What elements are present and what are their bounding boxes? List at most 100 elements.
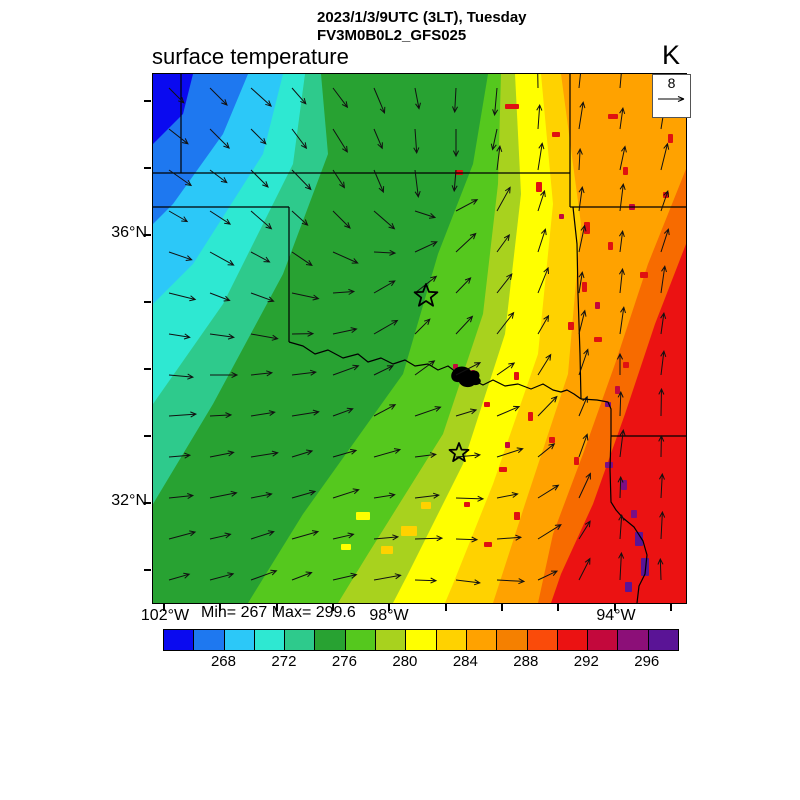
temperature-map xyxy=(152,73,687,604)
wind-arrow xyxy=(250,569,278,581)
wind-arrow xyxy=(373,404,397,417)
colorbar-tick-label: 272 xyxy=(271,653,297,670)
field-speckle xyxy=(635,532,643,546)
wind-arrow xyxy=(496,405,521,417)
wind-arrow xyxy=(619,74,622,89)
wind-reference-box: 8 xyxy=(652,74,691,118)
field-speckle xyxy=(514,512,520,520)
colorbar-segment xyxy=(253,630,285,650)
wind-arrow xyxy=(373,280,396,294)
wind-arrow xyxy=(291,369,317,376)
colorbar-segment xyxy=(344,630,376,650)
wind-arrow xyxy=(496,447,524,458)
wind-arrow xyxy=(332,288,356,295)
lat-tick xyxy=(144,100,151,102)
state-border xyxy=(572,206,582,400)
colorbar-segment xyxy=(164,630,194,650)
lat-tick xyxy=(144,234,151,236)
colorbar-segment xyxy=(314,630,345,650)
wind-arrow xyxy=(414,452,437,459)
field-speckle xyxy=(356,512,370,520)
colorbar-segment xyxy=(617,630,648,650)
field-speckle xyxy=(623,362,629,368)
field-speckle xyxy=(605,462,613,468)
wind-arrow xyxy=(373,169,385,194)
temperature-field-canvas xyxy=(153,74,686,603)
wind-arrow xyxy=(496,234,510,253)
wind-arrow xyxy=(291,292,320,301)
wind-arrow xyxy=(250,410,276,417)
wind-arrow xyxy=(618,230,625,253)
wind-arrow xyxy=(455,452,482,459)
colorbar-segment xyxy=(375,630,406,650)
wind-arrow xyxy=(451,169,458,193)
wind-arrow xyxy=(332,407,354,417)
wind-arrow xyxy=(168,251,193,261)
wind-arrow xyxy=(536,103,543,130)
lon-tick xyxy=(276,604,278,611)
field-speckle xyxy=(595,302,600,309)
colorbar-segment xyxy=(284,630,315,650)
wind-arrow xyxy=(578,520,591,540)
wind-arrow xyxy=(291,449,314,458)
wind-arrow xyxy=(452,129,460,158)
field-speckle xyxy=(341,544,351,550)
field-speckle xyxy=(514,372,519,380)
wind-arrow xyxy=(209,572,235,581)
field-minmax-readout: Min= 267 Max= 299.6 xyxy=(201,604,356,621)
lat-tick xyxy=(144,435,151,437)
wind-arrow xyxy=(455,362,482,376)
wind-arrow xyxy=(578,433,589,458)
city-star-marker xyxy=(413,283,439,307)
wind-arrow xyxy=(537,142,545,171)
wind-arrow xyxy=(250,169,269,188)
wind-arrow xyxy=(168,87,185,104)
wind-arrow xyxy=(291,169,312,191)
lon-tick-label: 98°W xyxy=(369,607,409,624)
wind-arrow xyxy=(537,228,547,253)
wind-arrow xyxy=(250,87,272,107)
wind-arrow xyxy=(209,169,228,184)
wind-arrow xyxy=(537,353,552,376)
field-speckle xyxy=(549,437,555,443)
wind-arrow xyxy=(490,128,498,151)
lon-tick xyxy=(219,604,221,611)
wind-arrow xyxy=(660,190,669,212)
wind-arrow xyxy=(617,475,624,499)
field-speckle xyxy=(608,242,613,250)
lon-tick xyxy=(163,604,165,611)
colorbar-segment xyxy=(526,630,557,650)
wind-arrow xyxy=(168,128,189,145)
colorbar-tick-label: 288 xyxy=(513,653,539,670)
wind-arrow xyxy=(210,371,239,379)
colorbar-segment xyxy=(647,630,679,650)
wind-arrow xyxy=(660,312,667,335)
field-speckle xyxy=(401,526,417,536)
lat-tick-label: 32°N xyxy=(111,492,147,509)
wind-arrow xyxy=(455,579,481,586)
colorbar-segment xyxy=(405,630,436,650)
wind-arrow xyxy=(209,412,233,419)
wind-arrow xyxy=(616,352,624,375)
lat-tick-label: 36°N xyxy=(111,224,147,241)
field-speckle xyxy=(484,402,490,407)
wind-arrow xyxy=(332,364,360,376)
wind-arrow xyxy=(578,395,588,417)
lon-tick xyxy=(445,604,447,611)
wind-arrow xyxy=(332,572,358,581)
wind-arrow xyxy=(209,450,235,458)
lake-blob xyxy=(451,366,481,388)
wind-arrow xyxy=(414,241,438,253)
field-speckle xyxy=(640,272,648,278)
wind-arrow xyxy=(291,530,320,540)
lon-tick xyxy=(614,604,616,611)
wind-arrow xyxy=(414,169,421,198)
wind-arrow xyxy=(168,333,191,340)
colorbar-segment xyxy=(435,630,466,650)
field-speckle xyxy=(641,558,649,576)
units-label: K xyxy=(662,40,681,70)
wind-arrow xyxy=(455,232,477,253)
wind-arrow xyxy=(250,292,275,303)
wind-arrow xyxy=(209,210,232,225)
wind-arrow xyxy=(291,571,313,581)
